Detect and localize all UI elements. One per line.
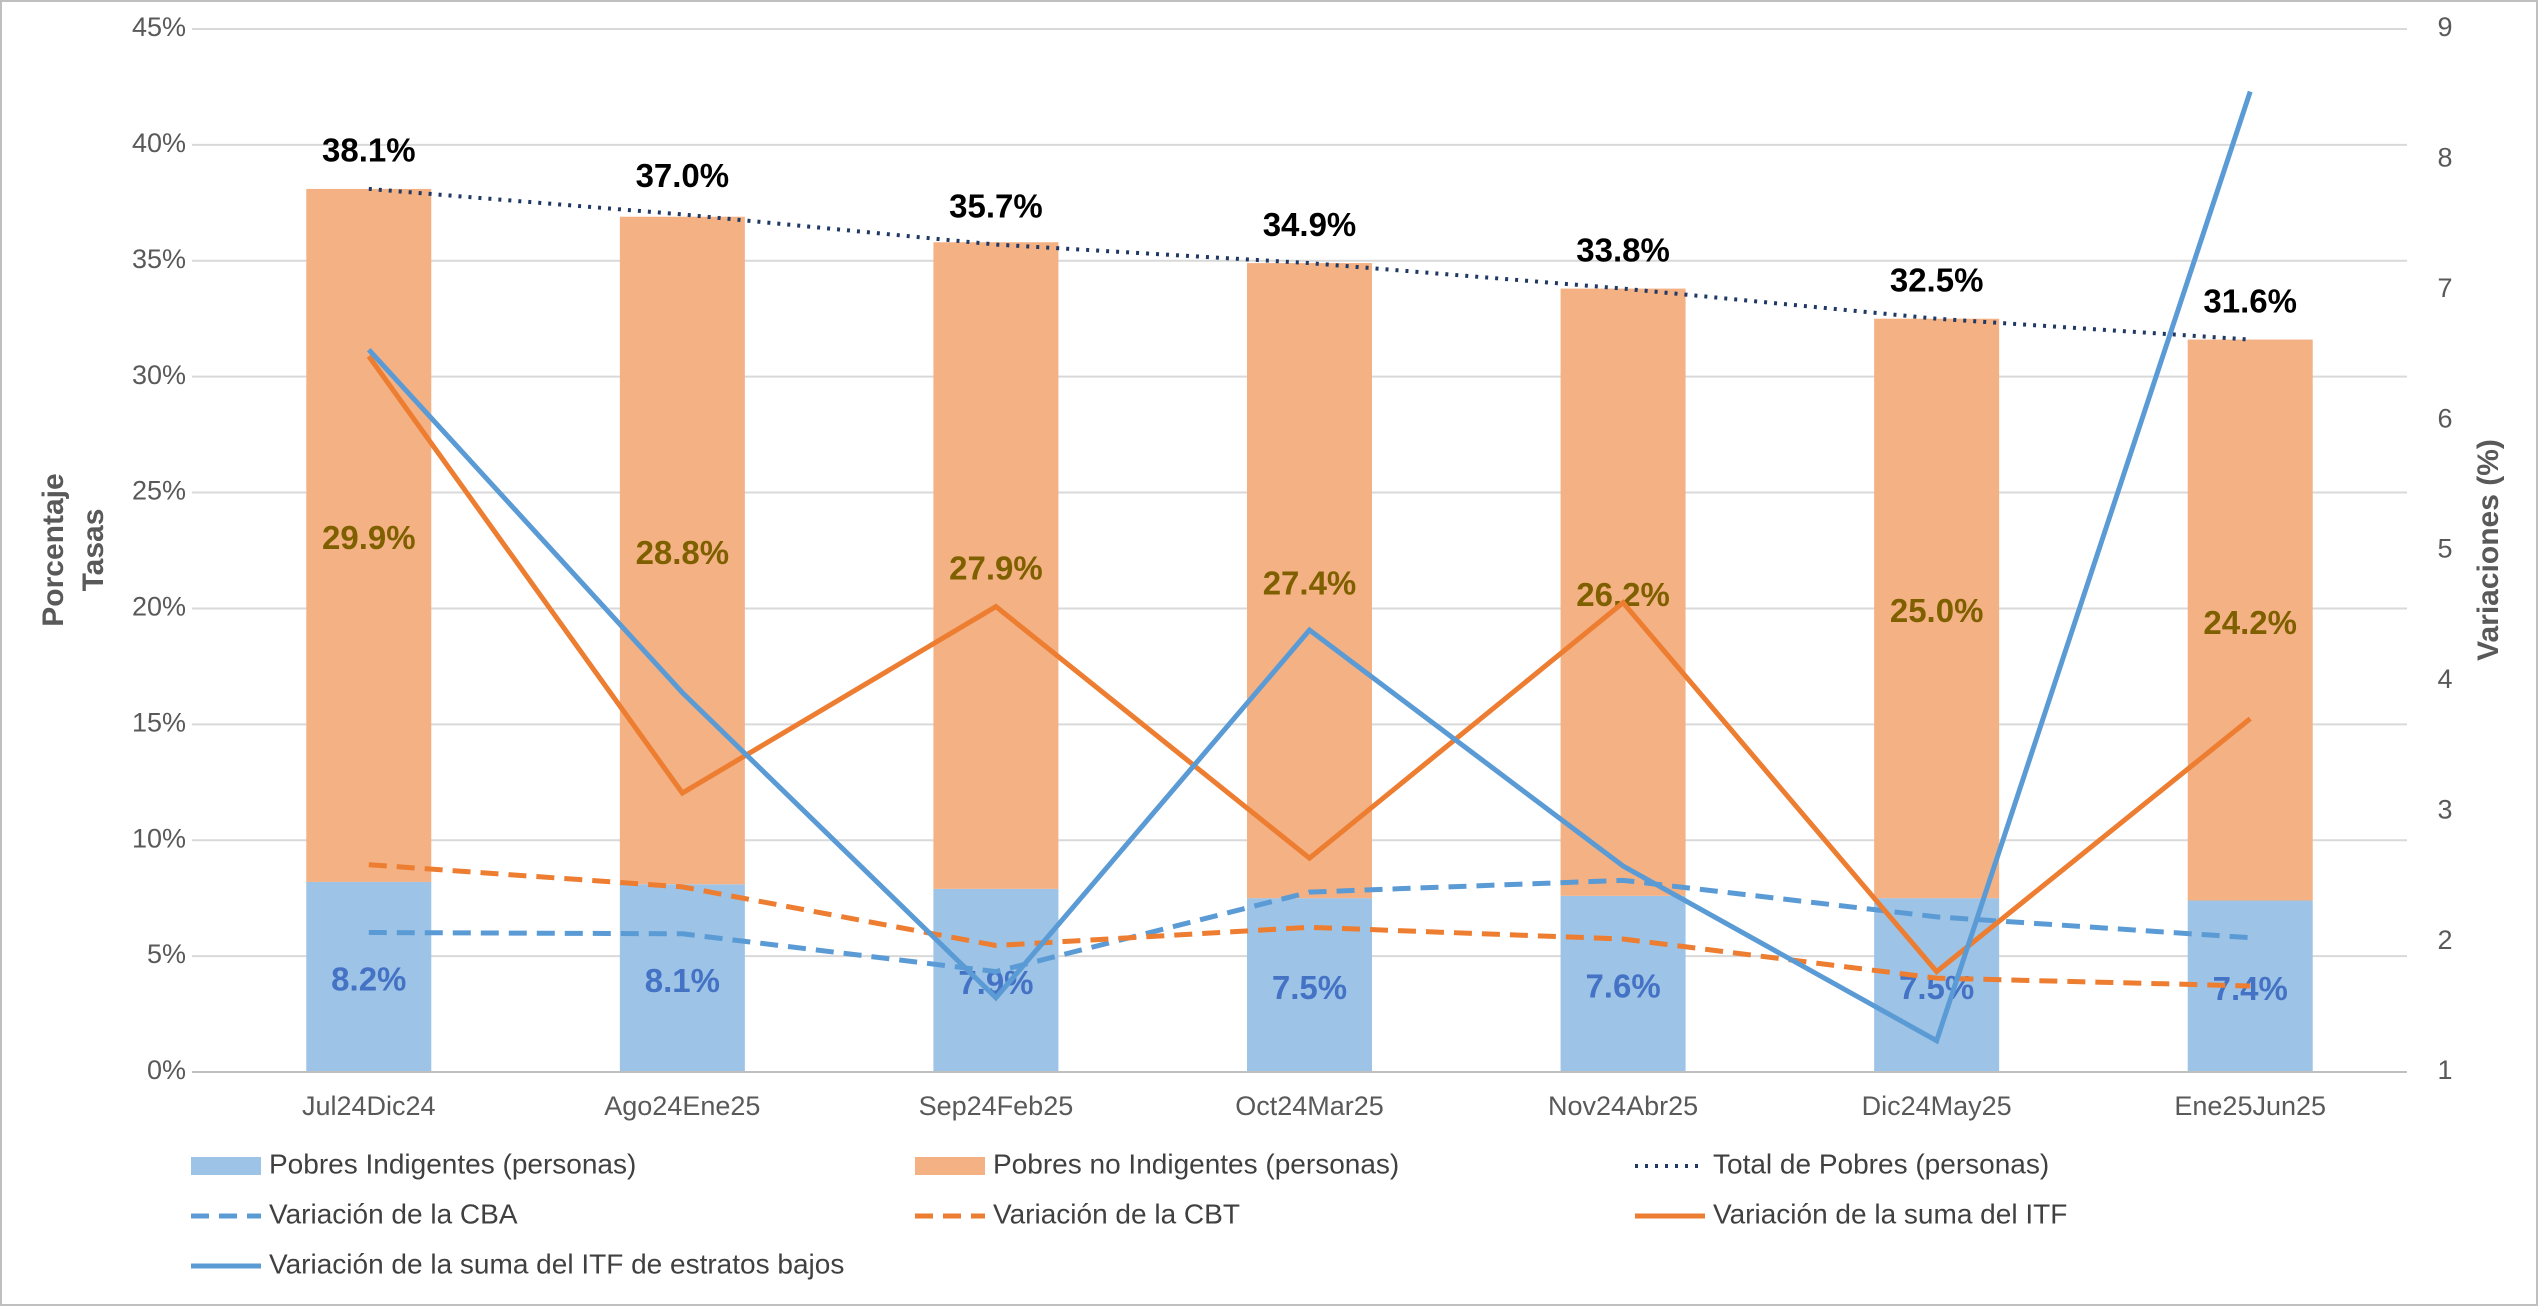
x-tick-label: Ago24Ene25 bbox=[604, 1091, 760, 1121]
y2-tick-label: 7 bbox=[2437, 273, 2452, 303]
legend-swatch bbox=[191, 1157, 261, 1175]
data-label: 27.4% bbox=[1263, 564, 1357, 601]
bar-segment bbox=[1247, 263, 1372, 899]
x-tick-label: Ene25Jun25 bbox=[2174, 1091, 2326, 1121]
data-label: 7.5% bbox=[1272, 969, 1347, 1006]
data-label: 25.0% bbox=[1890, 592, 1984, 629]
y-tick-label: 40% bbox=[132, 128, 186, 158]
data-label: 37.0% bbox=[636, 157, 730, 194]
bar-segment bbox=[933, 242, 1059, 889]
bar-segment bbox=[306, 881, 432, 1072]
data-label: 38.1% bbox=[322, 132, 416, 169]
bar-segment bbox=[619, 884, 745, 1072]
x-tick-label: Oct24Mar25 bbox=[1235, 1091, 1384, 1121]
x-tick-label: Nov24Abr25 bbox=[1548, 1091, 1698, 1121]
series-line bbox=[366, 90, 2253, 1045]
legend-label: Pobres no Indigentes (personas) bbox=[993, 1148, 1399, 1179]
data-label: 35.7% bbox=[949, 187, 1043, 224]
y-tick-label: 10% bbox=[132, 823, 186, 853]
bar-segment bbox=[1560, 288, 1686, 896]
y2-tick-label: 2 bbox=[2437, 925, 2452, 955]
data-label: 31.6% bbox=[2203, 282, 2297, 319]
data-label: 28.8% bbox=[636, 534, 730, 571]
legend-label: Variación de la CBT bbox=[993, 1198, 1240, 1229]
y2-tick-label: 8 bbox=[2437, 143, 2452, 173]
data-label: 34.9% bbox=[1263, 206, 1357, 243]
data-label: 24.2% bbox=[2203, 604, 2297, 641]
data-label: 7.6% bbox=[1585, 968, 1660, 1005]
y2-tick-label: 4 bbox=[2437, 664, 2452, 694]
data-label: 8.1% bbox=[645, 962, 720, 999]
bar-segment bbox=[619, 216, 745, 885]
y-tick-label: 0% bbox=[147, 1055, 186, 1085]
series-line bbox=[366, 354, 2252, 976]
x-tick-label: Sep24Feb25 bbox=[919, 1091, 1074, 1121]
series-line bbox=[368, 877, 2251, 975]
y2-tick-label: 1 bbox=[2437, 1055, 2452, 1085]
data-label: 32.5% bbox=[1890, 261, 1984, 298]
data-label: 27.9% bbox=[949, 549, 1043, 586]
y-tick-label: 20% bbox=[132, 592, 186, 622]
y2-tick-label: 5 bbox=[2437, 534, 2452, 564]
data-label: 26.2% bbox=[1576, 576, 1670, 613]
y-tick-label: 5% bbox=[147, 939, 186, 969]
bar-segment bbox=[1874, 318, 2000, 899]
x-tick-label: Jul24Dic24 bbox=[302, 1091, 436, 1121]
legend-label: Total de Pobres (personas) bbox=[1713, 1148, 2049, 1179]
bar-segment bbox=[1560, 895, 1686, 1072]
y2-tick-label: 3 bbox=[2437, 794, 2452, 824]
x-tick-label: Dic24May25 bbox=[1862, 1091, 2012, 1121]
data-label: 7.4% bbox=[2213, 970, 2288, 1007]
y2-axis-title: Variaciones (%) bbox=[2472, 439, 2505, 661]
y-tick-label: 35% bbox=[132, 244, 186, 274]
bar-segment bbox=[306, 188, 432, 882]
legend-label: Variación de la CBA bbox=[269, 1198, 518, 1229]
data-label: 33.8% bbox=[1576, 231, 1670, 268]
legend-label: Variación de la suma del ITF de estratos… bbox=[269, 1248, 844, 1279]
series-line bbox=[368, 862, 2251, 989]
legend-label: Variación de la suma del ITF bbox=[1713, 1198, 2067, 1229]
bar-segment bbox=[933, 888, 1059, 1072]
y-tick-label: 25% bbox=[132, 476, 186, 506]
y-axis-title: Tasas bbox=[77, 509, 110, 592]
data-label: 29.9% bbox=[322, 519, 416, 556]
bar-segment bbox=[2187, 339, 2313, 901]
y-tick-label: 45% bbox=[132, 12, 186, 42]
y2-tick-label: 9 bbox=[2437, 12, 2452, 42]
legend-swatch bbox=[915, 1157, 985, 1175]
y-tick-label: 30% bbox=[132, 360, 186, 390]
y-tick-label: 15% bbox=[132, 707, 186, 737]
y-axis-title: Porcentaje bbox=[37, 473, 70, 626]
legend-label: Pobres Indigentes (personas) bbox=[269, 1148, 636, 1179]
y2-tick-label: 6 bbox=[2437, 403, 2452, 433]
data-label: 8.2% bbox=[331, 961, 406, 998]
